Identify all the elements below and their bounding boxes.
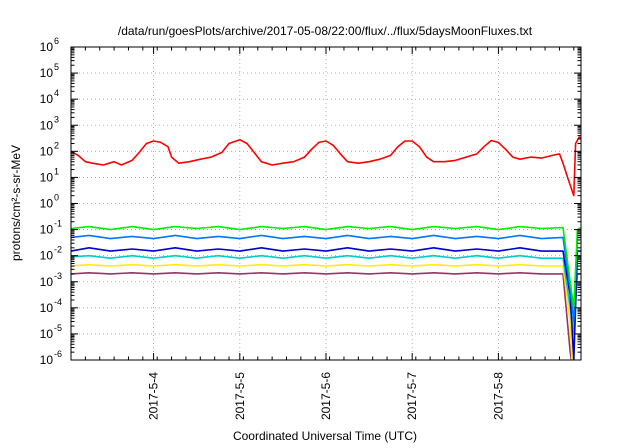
y-axis-tick-labels: 10 -610 -510 -410 -310 -210 -110 010 110 210 310 41… bbox=[40, 36, 62, 367]
y-tick-label: 10 bbox=[40, 170, 54, 184]
y-tick-exponent: 4 bbox=[54, 88, 59, 98]
y-tick-exponent: 3 bbox=[54, 114, 59, 124]
y-tick-exponent: 5 bbox=[54, 62, 59, 72]
x-tick-label: 2017-5-7 bbox=[405, 372, 419, 420]
x-axis-tick-labels: 2017-5-4 2017-5-5 2017-5-6 2017-5-7 2017-5-8 bbox=[147, 372, 506, 420]
series-line bbox=[71, 234, 581, 323]
y-tick-exponent: -4 bbox=[54, 297, 62, 307]
y-tick-label: 10 bbox=[40, 92, 54, 106]
y-tick-label: 10 bbox=[40, 118, 54, 132]
x-axis-label: Coordinated Universal Time (UTC) bbox=[233, 429, 417, 443]
y-tick-label: 10 bbox=[40, 40, 54, 54]
series-line bbox=[71, 136, 581, 197]
y-tick-label: 10 bbox=[40, 249, 54, 263]
y-tick-exponent: -2 bbox=[54, 245, 62, 255]
y-tick-label: 10 bbox=[40, 66, 54, 80]
y-tick-exponent: -3 bbox=[54, 271, 62, 281]
x-tick-label: 2017-5-8 bbox=[491, 372, 505, 420]
grid-lines bbox=[71, 47, 581, 360]
y-tick-exponent: 0 bbox=[54, 193, 59, 203]
y-tick-exponent: 1 bbox=[54, 166, 59, 176]
axis-ticks bbox=[70, 46, 581, 361]
series-line bbox=[71, 263, 581, 360]
y-tick-label: 10 bbox=[40, 223, 54, 237]
y-tick-exponent: -5 bbox=[54, 323, 62, 333]
y-tick-exponent: 2 bbox=[54, 140, 59, 150]
series-line bbox=[71, 254, 581, 335]
x-tick-label: 2017-5-5 bbox=[233, 372, 247, 420]
y-axis-label: protons/cm²-s-sr-MeV bbox=[9, 145, 23, 261]
series-line bbox=[71, 272, 581, 360]
y-tick-label: 10 bbox=[40, 197, 54, 211]
series-line bbox=[71, 247, 581, 360]
y-tick-exponent: -6 bbox=[54, 349, 62, 359]
x-tick-label: 2017-5-4 bbox=[147, 372, 161, 420]
y-tick-label: 10 bbox=[40, 144, 54, 158]
series-line bbox=[71, 225, 581, 309]
y-tick-label: 10 bbox=[40, 327, 54, 341]
y-tick-label: 10 bbox=[40, 301, 54, 315]
y-tick-label: 10 bbox=[40, 275, 54, 289]
x-tick-label: 2017-5-6 bbox=[319, 372, 333, 420]
chart-title: /data/run/goesPlots/archive/2017-05-08/2… bbox=[118, 24, 533, 38]
y-tick-exponent: 6 bbox=[54, 36, 59, 46]
y-tick-label: 10 bbox=[40, 353, 54, 367]
y-tick-exponent: -1 bbox=[54, 219, 62, 229]
series-layer bbox=[71, 136, 581, 360]
plot-frame bbox=[70, 46, 582, 361]
